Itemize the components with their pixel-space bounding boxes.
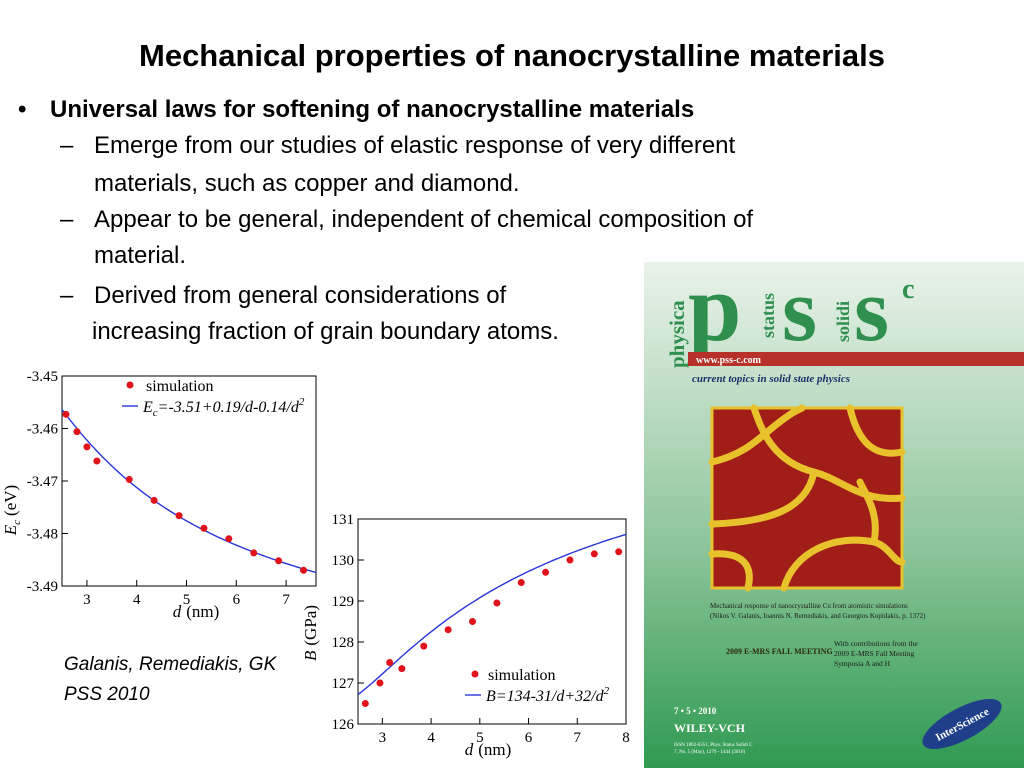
grain-structure-image	[708, 404, 906, 592]
legend-marker	[471, 670, 479, 678]
spine-physica: physica	[665, 300, 689, 368]
y-axis-label: Ec(eV)	[1, 485, 23, 536]
fit-curve	[357, 533, 627, 696]
y-tick-label: -3.48	[27, 527, 58, 543]
sub-text: materials, such as copper and diamond.	[94, 170, 520, 197]
data-point	[444, 626, 452, 634]
spine-solidi: solidi	[833, 301, 853, 342]
data-point	[125, 475, 133, 483]
data-point	[566, 556, 574, 564]
y-tick-label: -3.47	[27, 474, 59, 490]
y-axis-label: B(GPa)	[301, 605, 320, 661]
citation-line: PSS 2010	[64, 684, 150, 705]
bulk-modulus-chart: 3 4 5 6 7 8 126 127 128 129 130 131 simulation B=13…	[301, 512, 630, 759]
cohesive-energy-chart: 3 4 5 6 7 -3.45 -3.46 -3.47 -3.48 -3.49 simulatio…	[1, 369, 317, 621]
x-tick-label: 3	[83, 592, 91, 608]
data-point	[542, 568, 550, 576]
legend-fit: Ec=-3.51+0.19/d-0.14/d2	[142, 396, 305, 419]
x-tick-label: 6	[525, 730, 533, 746]
data-point	[93, 457, 101, 465]
x-axis-label: d (nm)	[173, 602, 220, 621]
cover-letter-c: c	[902, 274, 914, 305]
spine-status: status	[758, 293, 778, 338]
sub-text: Appear to be general, independent of che…	[94, 206, 754, 233]
y-tick-label: 129	[332, 594, 355, 610]
x-tick-label: 4	[133, 592, 141, 608]
contributions-line: 2009 E-MRS Fall Meeting	[834, 649, 914, 658]
data-point	[300, 566, 308, 574]
data-point	[275, 557, 283, 565]
dash-marker: –	[60, 132, 74, 159]
sub-text: material.	[94, 242, 187, 269]
data-point	[83, 443, 91, 451]
cover-caption-line: Mechanical response of nanocrystalline C…	[710, 602, 908, 610]
data-point	[493, 599, 501, 607]
issn-line: 7, No. 5 (May), 1279 - 1444 (2010)	[674, 750, 745, 755]
x-tick-label: 5	[476, 730, 484, 746]
y-tick-label: 131	[332, 512, 355, 528]
x-tick-label: 7	[282, 592, 290, 608]
fit-curve	[61, 409, 317, 574]
sub-text: increasing fraction of grain boundary at…	[92, 318, 559, 345]
data-point	[175, 512, 183, 520]
publisher: WILEY-VCH	[674, 721, 746, 735]
x-tick-label: 6	[233, 592, 241, 608]
y-tick-label: 128	[332, 635, 355, 651]
legend-fit: B=134-31/d+32/d2	[486, 685, 610, 705]
data-point	[615, 548, 623, 556]
x-tick-label: 7	[574, 730, 582, 746]
data-point	[398, 665, 406, 673]
sub-text: Emerge from our studies of elastic respo…	[94, 132, 736, 159]
data-point	[62, 410, 70, 418]
cover-letter-s: s	[782, 262, 817, 360]
dash-marker: –	[60, 206, 74, 233]
url-bar	[688, 352, 1024, 366]
y-tick-label: -3.49	[27, 579, 58, 595]
cover-url: www.pss-c.com	[696, 355, 762, 366]
y-tick-label: 127	[332, 676, 355, 692]
journal-cover: physica status solidi p s s c www.pss-c.…	[644, 262, 1024, 768]
sub-text: Derived from general considerations of	[94, 282, 507, 309]
legend-marker	[126, 381, 134, 389]
x-tick-label: 3	[379, 730, 387, 746]
data-point	[386, 659, 394, 666]
data-point	[361, 700, 369, 707]
y-tick-label: -3.46	[27, 422, 59, 438]
cover-caption-line: (Nikos V. Galanis, Ioannis N. Remediakis…	[710, 612, 926, 620]
meeting-logo: 2009 E-MRS FALL MEETING	[726, 647, 833, 656]
slide-title: Mechanical properties of nanocrystalline…	[139, 38, 885, 73]
y-tick-label: -3.45	[27, 369, 58, 385]
data-point	[517, 579, 525, 587]
dash-marker: –	[60, 282, 74, 309]
x-tick-label: 5	[183, 592, 191, 608]
issue-date: 7 • 5 • 2010	[674, 706, 717, 716]
data-point	[376, 679, 384, 687]
cover-letter-p: p	[688, 262, 741, 361]
legend-simulation: simulation	[488, 667, 556, 684]
legend-simulation: simulation	[146, 378, 214, 395]
issn-line: ISSN 1862-6351, Phys. Status Solidi C	[674, 743, 753, 748]
plot-frame	[357, 518, 627, 725]
data-point	[150, 496, 158, 504]
cover-letter-s: s	[854, 262, 889, 360]
data-point	[420, 642, 428, 650]
data-point	[225, 535, 233, 543]
x-tick-label: 4	[427, 730, 435, 746]
data-point	[250, 549, 258, 557]
cover-subtitle: current topics in solid state physics	[692, 373, 850, 385]
data-point	[73, 428, 81, 436]
citation-line: Galanis, Remediakis, GK	[64, 654, 277, 675]
bullet-text: Universal laws for softening of nanocrys…	[50, 96, 695, 123]
contributions-line: Symposia A and H	[834, 659, 891, 668]
y-tick-label: 126	[332, 717, 355, 733]
x-tick-label: 8	[622, 730, 630, 746]
data-point	[469, 618, 477, 625]
x-axis-label: d (nm)	[465, 740, 512, 759]
data-point	[590, 550, 598, 558]
data-point	[200, 524, 208, 532]
bullet-marker: •	[18, 96, 27, 123]
y-tick-label: 130	[332, 553, 355, 569]
contributions-line: With contributions from the	[834, 639, 918, 648]
